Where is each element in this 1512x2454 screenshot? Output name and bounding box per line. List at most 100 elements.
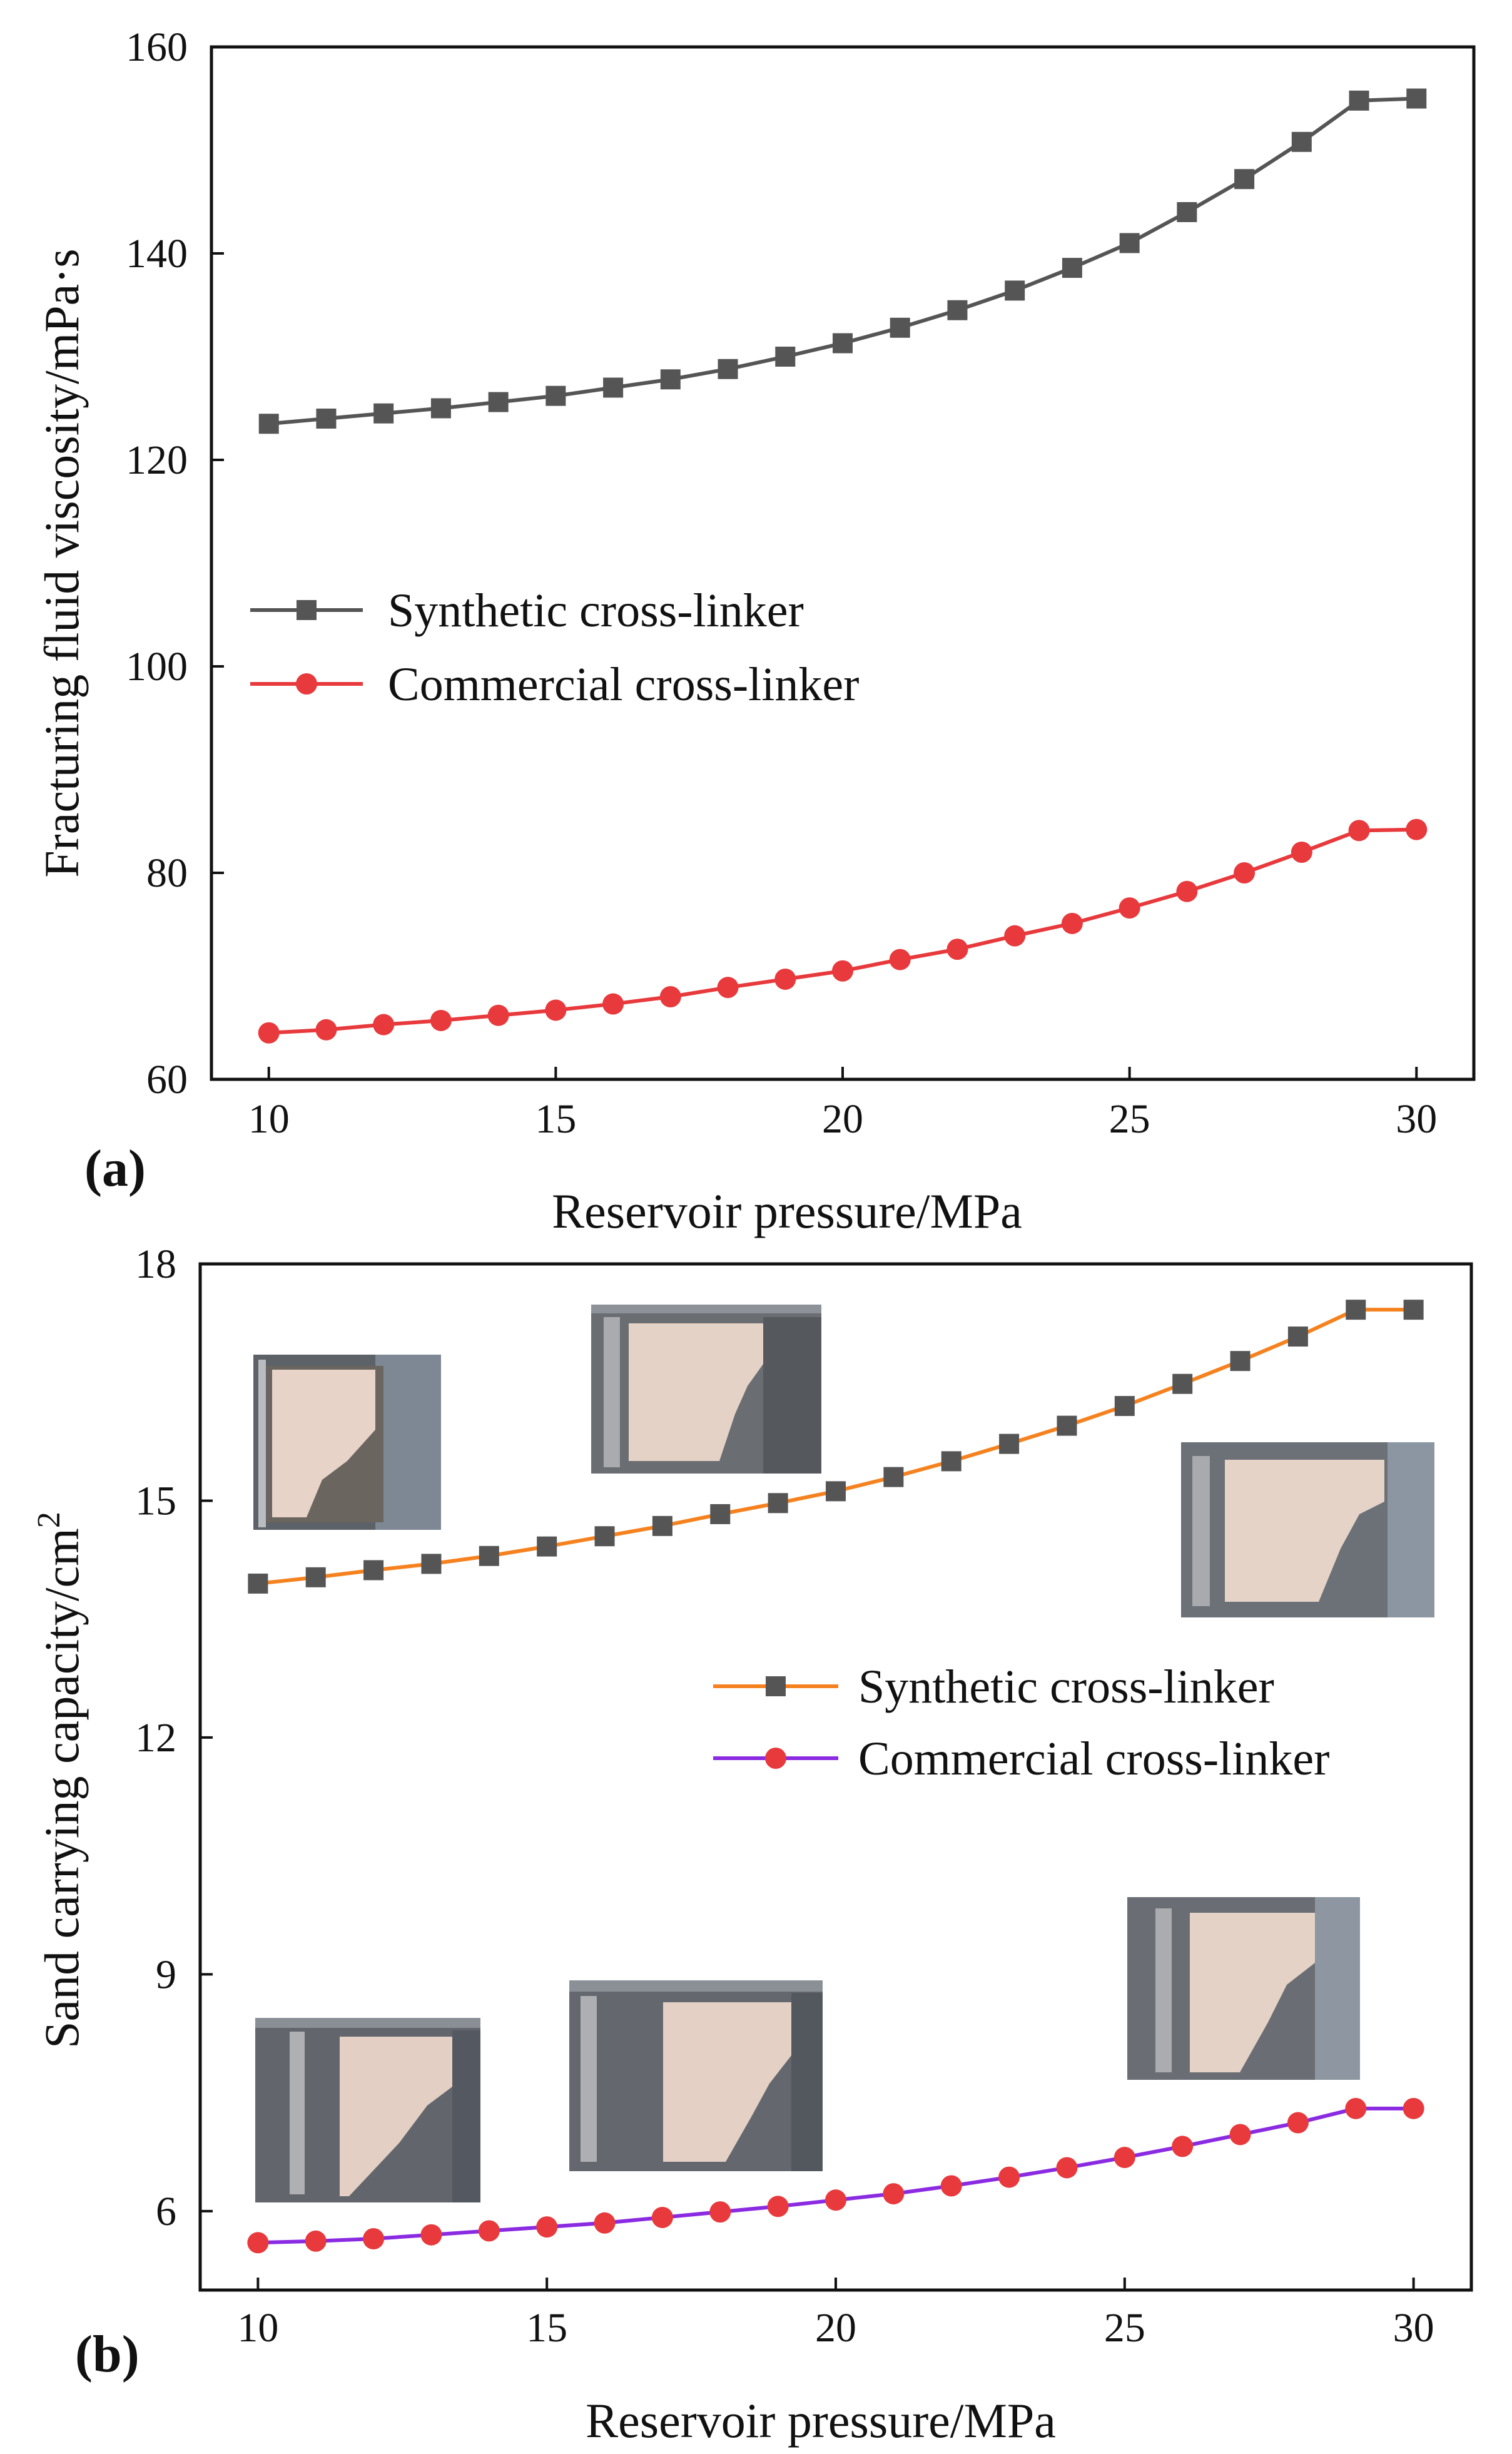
inset-photo [253,1355,441,1530]
data-point-commercial-cross-linker [602,993,624,1015]
data-point-synthetic-cross-linker [316,409,337,429]
legend-label-commercial-b: Commercial cross-linker [858,1733,1329,1785]
data-point-synthetic-cross-linker [248,1573,268,1594]
sand-cell-photos [253,1305,1434,2202]
y-tick-label: 60 [146,1057,188,1102]
legend-label-synthetic-a: Synthetic cross-linker [388,584,804,637]
data-point-synthetic-cross-linker [1172,1373,1193,1394]
plot-area-a [258,88,1428,1044]
plot-frame-a [210,45,1476,1081]
data-point-synthetic-cross-linker [833,333,853,354]
data-point-synthetic-cross-linker [768,1493,788,1514]
data-point-synthetic-cross-linker [373,403,394,424]
y-axis-title-b: Sand carrying capacity/cm2 [31,1512,89,2049]
data-point-commercial-cross-linker [373,1014,395,1036]
data-point-commercial-cross-linker [1291,842,1312,863]
inset-photo [591,1305,821,1474]
panel-label-b: (b) [75,2325,140,2383]
data-point-commercial-cross-linker [545,999,567,1021]
data-point-synthetic-cross-linker [1114,1396,1135,1417]
data-point-synthetic-cross-linker [363,1560,384,1581]
data-point-synthetic-cross-linker [660,369,681,390]
x-axis-title-b: Reservoir pressure/MPa [586,2393,1056,2448]
data-point-commercial-cross-linker [767,2196,789,2217]
data-point-commercial-cross-linker [1406,818,1428,840]
x-tick-label: 30 [1393,2305,1434,2351]
data-point-commercial-cross-linker [889,949,911,970]
data-point-synthetic-cross-linker [594,1526,615,1547]
data-point-synthetic-cross-linker [1403,1300,1424,1320]
data-point-commercial-cross-linker [1172,2136,1194,2157]
data-point-synthetic-cross-linker [941,1451,961,1472]
data-point-synthetic-cross-linker [1062,258,1082,278]
legend-b: Synthetic cross-linker Commercial cross-… [713,1661,1329,1785]
data-point-synthetic-cross-linker [1406,88,1427,109]
data-point-commercial-cross-linker [1229,2124,1251,2146]
y-axis-title-b-superscript: 2 [31,1512,67,1528]
data-point-commercial-cross-linker [363,2228,385,2249]
data-point-synthetic-cross-linker [1234,169,1255,190]
legend-a: Synthetic cross-linker Commercial cross-… [250,584,859,711]
data-point-synthetic-cross-linker [1119,233,1140,253]
data-point-synthetic-cross-linker [999,1433,1020,1454]
data-point-synthetic-cross-linker [421,1554,442,1574]
data-point-commercial-cross-linker [478,2220,500,2242]
axis-ticks-b: 10 15 20 25 30 6 9 12 15 18 [135,1241,1434,2351]
data-point-commercial-cross-linker [1345,2097,1367,2119]
data-point-synthetic-cross-linker [652,1515,672,1536]
x-axis-title-a: Reservoir pressure/MPa [552,1184,1022,1238]
data-point-synthetic-cross-linker [1287,1326,1308,1347]
x-tick-label: 10 [237,2305,278,2351]
data-point-synthetic-cross-linker [479,1545,499,1566]
data-point-commercial-cross-linker [1287,2112,1309,2134]
data-point-commercial-cross-linker [1119,897,1140,919]
data-point-synthetic-cross-linker [826,1481,846,1502]
data-point-commercial-cross-linker [946,939,968,960]
data-point-synthetic-cross-linker [718,359,738,379]
data-point-commercial-cross-linker [1176,880,1198,902]
data-point-commercial-cross-linker [1004,925,1026,947]
data-point-commercial-cross-linker [774,968,796,990]
y-axis-title-b-text: Sand carrying capacity/cm [34,1528,89,2049]
data-point-commercial-cross-linker [651,2206,673,2228]
data-point-synthetic-cross-linker [488,392,509,412]
data-point-commercial-cross-linker [536,2216,558,2238]
data-point-commercial-cross-linker [1403,2097,1424,2119]
data-point-commercial-cross-linker [305,2230,327,2252]
x-tick-label: 15 [526,2305,567,2351]
data-point-synthetic-cross-linker [1346,1300,1366,1320]
data-point-synthetic-cross-linker [430,398,451,419]
y-axis-title-a: Fracturing fluid viscosity/mPa·s [34,248,89,877]
data-point-synthetic-cross-linker [305,1567,326,1587]
x-tick-label: 20 [822,1096,863,1142]
data-point-synthetic-cross-linker [883,1467,904,1487]
data-point-commercial-cross-linker [1348,820,1370,842]
x-tick-label: 25 [1104,2305,1145,2351]
y-tick-label: 12 [135,1715,176,1761]
panel-a: 10 15 20 25 30 60 80 100 120 140 160 Fracturing fl… [34,24,1476,1238]
data-point-commercial-cross-linker [1114,2147,1135,2169]
data-point-commercial-cross-linker [832,960,853,982]
panel-label-a: (a) [84,1139,146,1198]
legend-marker-commercial-b [765,1748,786,1769]
data-point-commercial-cross-linker [258,1022,280,1044]
data-point-synthetic-cross-linker [1291,131,1312,152]
series-line-synthetic-cross-linker-a [268,96,1417,426]
data-point-commercial-cross-linker [998,2166,1020,2188]
y-tick-label: 6 [156,2189,176,2234]
data-point-commercial-cross-linker [940,2175,962,2197]
data-point-commercial-cross-linker [883,2183,905,2205]
data-point-commercial-cross-linker [1056,2157,1078,2179]
x-tick-label: 15 [535,1096,576,1142]
y-tick-label: 80 [146,850,188,896]
data-point-commercial-cross-linker [659,986,681,1007]
y-tick-label: 160 [126,24,188,70]
inset-photo [569,1980,823,2171]
data-point-commercial-cross-linker [594,2212,616,2234]
data-point-commercial-cross-linker [825,2189,846,2211]
data-point-synthetic-cross-linker [947,300,968,320]
y-tick-label: 100 [126,644,188,690]
data-point-synthetic-cross-linker [1177,202,1197,222]
data-point-synthetic-cross-linker [1057,1415,1077,1436]
